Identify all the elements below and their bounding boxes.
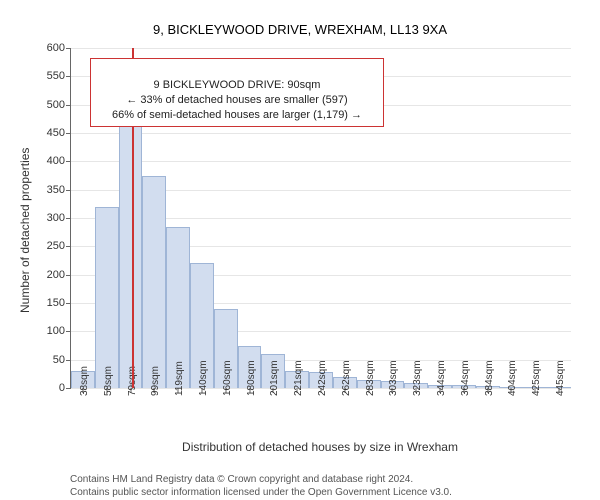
x-tick-label: 38sqm — [79, 366, 90, 396]
y-tick-label: 300 — [47, 212, 71, 224]
y-axis-label: Number of detached properties — [18, 148, 32, 313]
x-tick-label: 99sqm — [150, 366, 161, 396]
x-tick-label: 160sqm — [222, 360, 233, 396]
y-tick-label: 600 — [47, 42, 71, 54]
x-tick-label: 283sqm — [365, 360, 376, 396]
x-tick-label: 344sqm — [436, 360, 447, 396]
x-tick-label: 323sqm — [412, 360, 423, 396]
y-tick-label: 200 — [47, 269, 71, 281]
y-tick-label: 0 — [59, 382, 71, 394]
y-tick-label: 350 — [47, 184, 71, 196]
y-tick-label: 550 — [47, 70, 71, 82]
y-tick-label: 400 — [47, 155, 71, 167]
annotation-text: 9 BICKLEYWOOD DRIVE: 90sqm ← 33% of deta… — [112, 79, 362, 121]
x-tick-label: 180sqm — [246, 360, 257, 396]
histogram-bar — [95, 207, 119, 388]
x-tick-label: 425sqm — [531, 360, 542, 396]
y-tick-label: 50 — [53, 354, 71, 366]
y-tick-label: 500 — [47, 99, 71, 111]
histogram-bar — [142, 176, 166, 389]
copyright-text: Contains HM Land Registry data © Crown c… — [70, 474, 452, 498]
x-tick-label: 364sqm — [460, 360, 471, 396]
annotation-box: 9 BICKLEYWOOD DRIVE: 90sqm ← 33% of deta… — [90, 58, 384, 127]
copyright-notice: Contains HM Land Registry data © Crown c… — [70, 460, 452, 499]
y-tick-label: 450 — [47, 127, 71, 139]
histogram-bar — [119, 119, 143, 388]
y-tick-label: 100 — [47, 325, 71, 337]
x-tick-label: 242sqm — [317, 360, 328, 396]
x-tick-label: 58sqm — [103, 366, 114, 396]
x-axis-label: Distribution of detached houses by size … — [70, 440, 570, 454]
chart-figure: 9, BICKLEYWOOD DRIVE, WREXHAM, LL13 9XA … — [0, 0, 600, 500]
y-tick-label: 150 — [47, 297, 71, 309]
x-tick-label: 384sqm — [484, 360, 495, 396]
x-tick-label: 404sqm — [507, 360, 518, 396]
y-tick-label: 250 — [47, 240, 71, 252]
x-tick-label: 303sqm — [388, 360, 399, 396]
x-tick-label: 221sqm — [293, 360, 304, 396]
x-tick-label: 119sqm — [174, 361, 185, 396]
x-tick-label: 201sqm — [269, 360, 280, 396]
title-address: 9, BICKLEYWOOD DRIVE, WREXHAM, LL13 9XA — [0, 16, 600, 38]
x-tick-label: 445sqm — [555, 360, 566, 396]
x-tick-label: 262sqm — [341, 360, 352, 396]
x-tick-label: 140sqm — [198, 360, 209, 396]
